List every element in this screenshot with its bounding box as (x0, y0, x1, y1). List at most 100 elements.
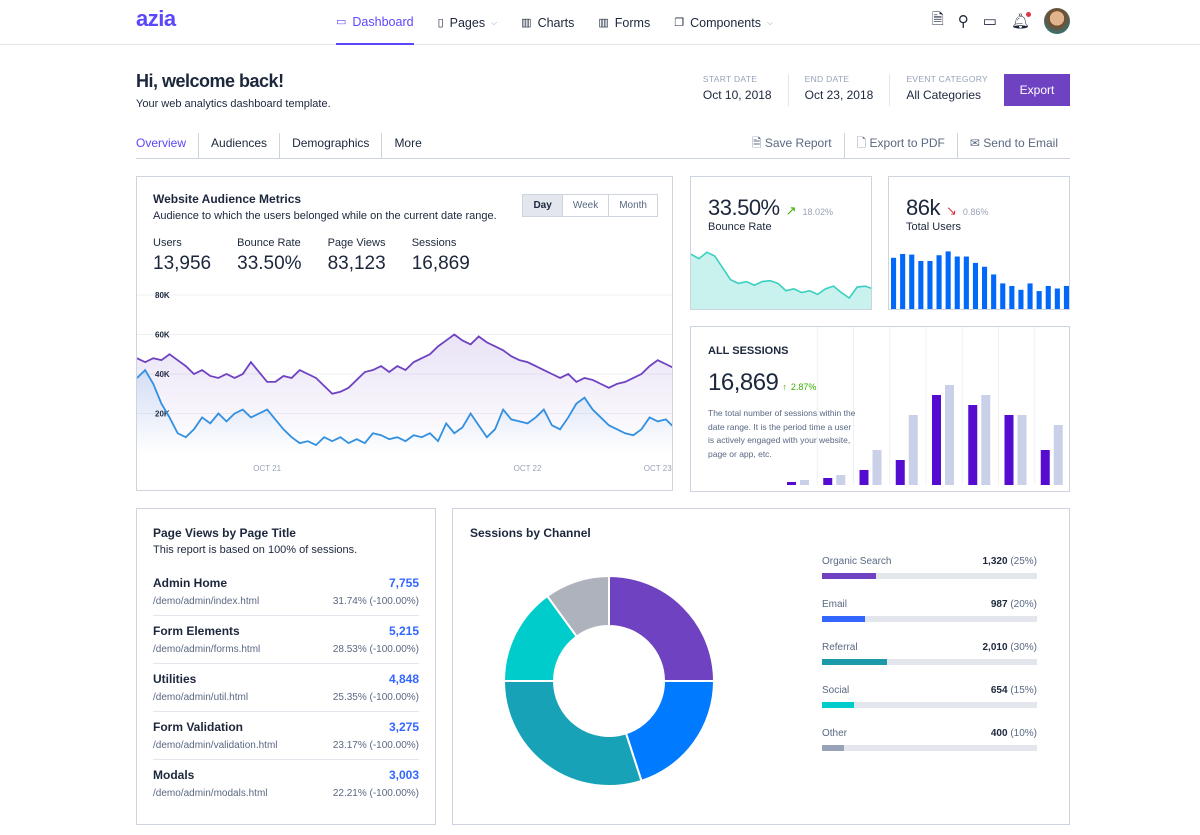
event-category[interactable]: Event Category All Categories (890, 74, 1004, 106)
bar (859, 470, 869, 485)
bar (1054, 288, 1060, 309)
list-item[interactable]: Utilities/demo/admin/util.html 4,848 25.35… (153, 664, 419, 712)
box-icon: ❐ (674, 17, 685, 29)
channel-count: 1,320 (982, 556, 1008, 567)
sparkline-line (691, 251, 871, 300)
nav-dashboard[interactable]: ▭ Dashboard (336, 0, 414, 45)
tab-overview[interactable]: Overview (136, 133, 200, 158)
save-report-button[interactable]: 🗎︎ Save Report (740, 133, 844, 158)
channel-name: Other (822, 728, 848, 739)
channel-item: Referral 2,010 (30%) (822, 642, 1037, 665)
bar (1027, 283, 1033, 309)
page-percent: 25.35% (-100.00%) (332, 692, 419, 703)
period-day[interactable]: Day (523, 195, 562, 216)
list-item[interactable]: Form Validation/demo/admin/validation.ht… (153, 712, 419, 760)
bell-icon[interactable]: 🔔︎ (1010, 12, 1031, 30)
bar (918, 261, 924, 309)
page-url: /demo/admin/forms.html (153, 644, 261, 655)
channel-progress-fill (822, 745, 844, 751)
filter-value: Oct 23, 2018 (804, 88, 874, 102)
nav-charts[interactable]: ▥ Charts (521, 0, 574, 45)
bar (1045, 285, 1051, 309)
list-item[interactable]: Modals/demo/admin/modals.html 3,003 22.21%… (153, 760, 419, 807)
page-url: /demo/admin/index.html (153, 596, 260, 607)
bar (991, 274, 997, 309)
filter-label: End Date (804, 74, 850, 84)
start-date[interactable]: Start Date Oct 10, 2018 (703, 74, 789, 106)
page-title-name: Form Validation (153, 720, 244, 734)
nav-label: Pages (449, 15, 486, 30)
x-tick-label: OCT 23 (644, 464, 672, 473)
channel-item: Organic Search 1,320 (25%) (822, 556, 1037, 579)
channel-count: 987 (990, 599, 1008, 610)
channel-progress-fill (822, 659, 887, 665)
bar (963, 256, 969, 309)
bounce-rate-card: 33.50% ↗ 18.02% Bounce Rate (690, 176, 872, 310)
send-email-button[interactable]: ✉︎ Send to Email (956, 133, 1070, 158)
filter-label: Start Date (702, 74, 758, 84)
nav-label: Dashboard (352, 14, 414, 29)
search-icon[interactable]: ⚲ (957, 13, 969, 30)
action-label: Export to PDF (869, 136, 945, 150)
bar (800, 480, 809, 485)
bar (823, 478, 833, 485)
header-icons: 🗎 ⚲ ▭ 🔔︎ (932, 8, 1070, 34)
channel-item: Other 400 (10%) (822, 728, 1037, 751)
stat-users: Users 13,956 (153, 237, 211, 275)
donut-slice (624, 680, 716, 783)
bounce-value: 33.50% (708, 195, 780, 220)
export-button[interactable]: Export (1004, 74, 1070, 106)
nav-components[interactable]: ❐ Components ⌵ (674, 0, 773, 45)
filter-value: All Categories (906, 88, 982, 102)
stat-label: Page Views (327, 237, 386, 249)
bar (1000, 283, 1006, 309)
tab-audiences[interactable]: Audiences (199, 133, 281, 158)
sessions-value: 16,869 (708, 369, 779, 396)
nav-label: Components (690, 15, 761, 30)
channel-list: Organic Search 1,320 (25%) Email 987 (20%) R… (822, 556, 1037, 771)
channel-count: 654 (990, 685, 1008, 696)
sessions-change: 2.87% (790, 382, 817, 392)
period-week[interactable]: Week (561, 195, 608, 216)
sessions-by-channel-card: Sessions by Channel Organic Search 1,320 … (452, 508, 1070, 825)
card-subtitle: This report is based on 100% of sessions… (153, 544, 358, 556)
forms-icon: ▥ (598, 17, 609, 29)
card-subtitle: Audience to which the users belonged whi… (153, 210, 497, 222)
channel-progress (822, 659, 1037, 665)
document-icon[interactable]: 🗎 (931, 10, 944, 28)
nav-forms[interactable]: ▥ Forms (598, 0, 650, 45)
users-label: Total Users (906, 221, 962, 233)
tab-bar: Overview Audiences Demographics More 🗎︎ … (136, 133, 1070, 159)
period-month[interactable]: Month (608, 195, 657, 216)
sessions-bar-chart (787, 327, 1063, 485)
series-area (137, 370, 672, 453)
page-count: 3,003 (388, 768, 419, 782)
channel-donut-chart (502, 574, 716, 787)
users-sparkline (891, 251, 1069, 309)
tab-more[interactable]: More (394, 136, 422, 150)
channel-progress-fill (822, 702, 855, 708)
sparkline-area (691, 252, 871, 309)
export-pdf-button[interactable]: 🗋︎ Export to PDF (843, 133, 957, 158)
logo[interactable]: azia (136, 6, 176, 31)
stat-page-views: Page Views 83,123 (328, 237, 386, 275)
list-item[interactable]: Form Elements/demo/admin/forms.html 5,215… (153, 616, 419, 664)
bar (1009, 285, 1015, 309)
stat-sessions: Sessions 16,869 (412, 237, 470, 275)
page-count: 4,848 (388, 672, 419, 686)
channel-item: Social 654 (15%) (822, 685, 1037, 708)
channel-count: 400 (990, 728, 1008, 739)
nav-pages[interactable]: ▯ Pages ⌵ (438, 0, 498, 45)
card-title: Page Views by Page Title (153, 526, 296, 540)
list-item[interactable]: Admin Home/demo/admin/index.html 7,755 31.… (153, 568, 419, 616)
channel-name: Email (822, 599, 848, 610)
end-date[interactable]: End Date Oct 23, 2018 (789, 74, 891, 106)
stat-bounce-rate: Bounce Rate 33.50% (237, 237, 301, 275)
channel-progress-fill (822, 573, 876, 579)
bar (968, 405, 978, 485)
tab-demographics[interactable]: Demographics (280, 133, 383, 158)
bar (900, 253, 906, 309)
chat-icon[interactable]: ▭ (982, 13, 997, 30)
avatar[interactable] (1044, 8, 1070, 34)
